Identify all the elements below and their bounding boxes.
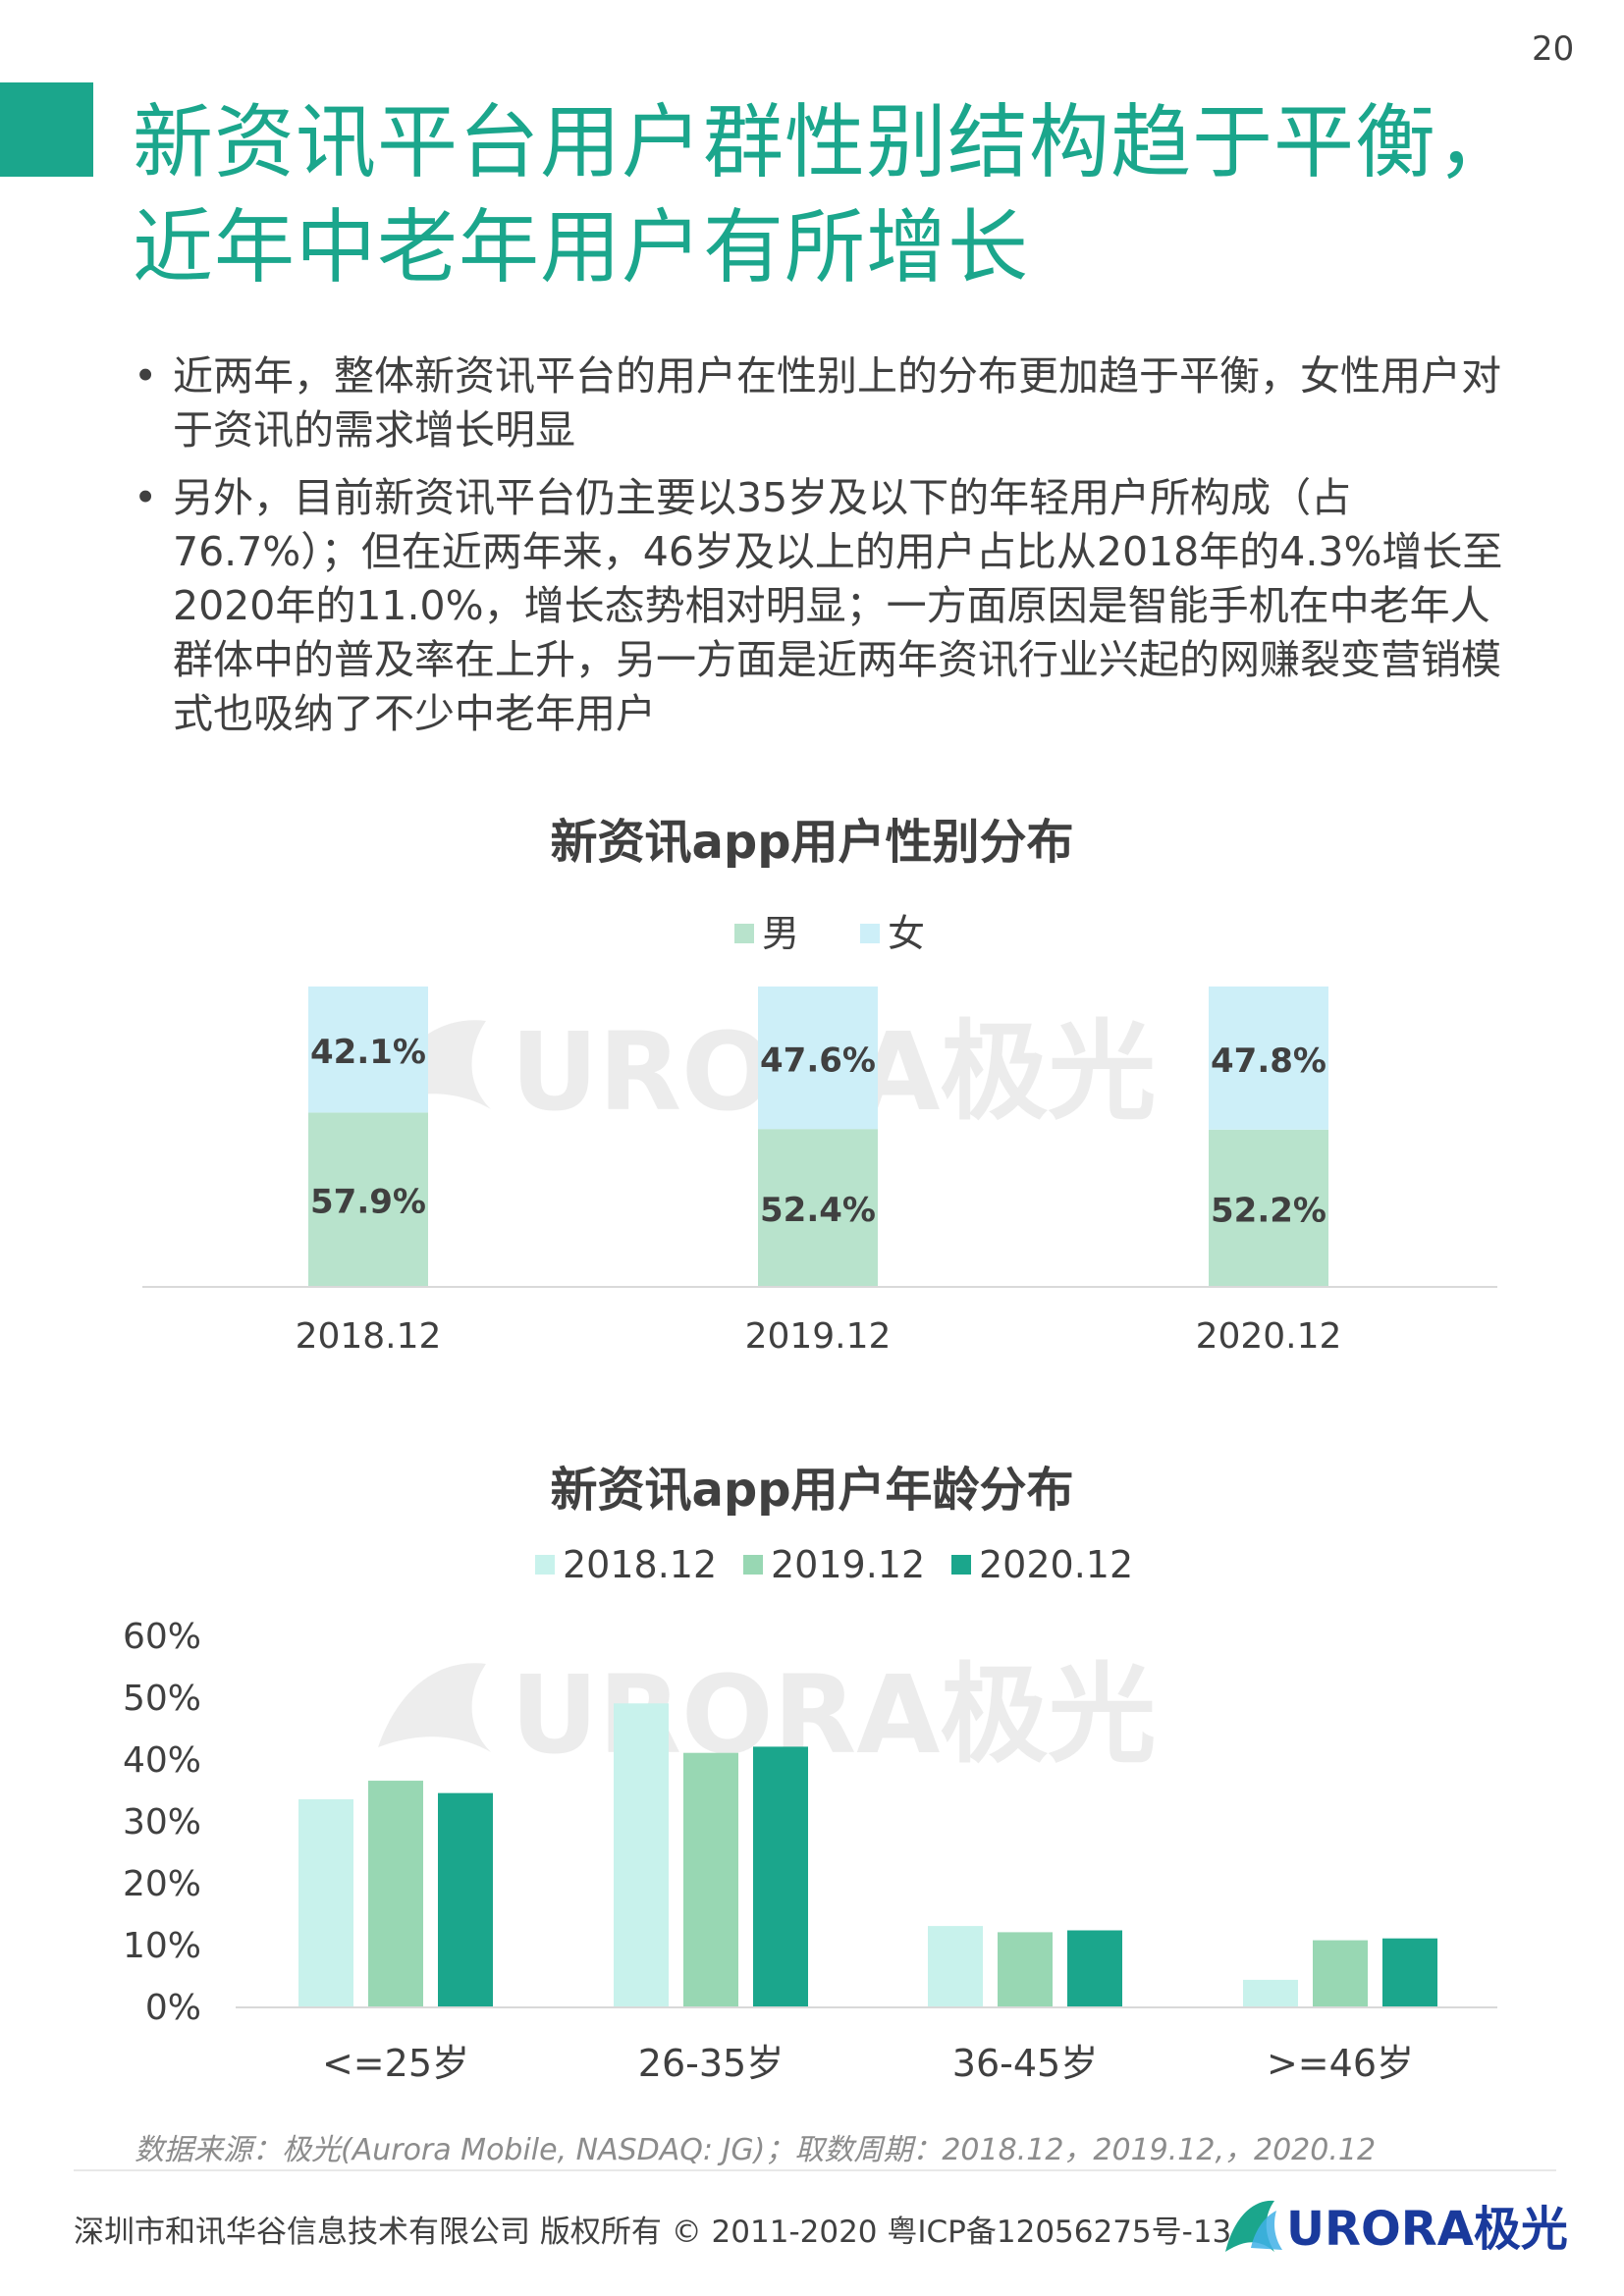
legend-item-2020: 2020.12 xyxy=(951,1543,1133,1586)
male-swatch xyxy=(734,923,754,943)
x-tick-label: 2019.12 xyxy=(745,1316,892,1357)
legend-label: 2018.12 xyxy=(563,1543,718,1586)
bar-2019.12 xyxy=(998,1932,1053,2006)
x-tick-label: 26-35岁 xyxy=(638,2042,784,2085)
bar-female xyxy=(308,987,428,1113)
legend-label: 2020.12 xyxy=(979,1543,1134,1586)
y-tick-label: 60% xyxy=(123,1617,201,1657)
data-label-female: 47.8% xyxy=(1211,1041,1326,1081)
x-tick-label: <=25岁 xyxy=(322,2042,469,2085)
bar-2020.12 xyxy=(1382,1938,1437,2006)
bar-2020.12 xyxy=(753,1746,808,2006)
x-tick-label: 2018.12 xyxy=(296,1316,442,1357)
page-number: 20 xyxy=(1532,29,1575,69)
bullet-item: 另外，目前新资讯平台仍主要以35岁及以下的年轻用户所构成（占76.7%）；但在近… xyxy=(128,471,1522,741)
bar-female xyxy=(758,987,878,1130)
age-chart: URORA极光 60% 50% 40% 30% 20% 10% 0% <=25岁 26-35岁 36… xyxy=(123,1617,1497,2085)
bar-male xyxy=(308,1112,428,1286)
data-label-male: 52.4% xyxy=(760,1191,876,1230)
bullet-list: 近两年，整体新资讯平台的用户在性别上的分布更加趋于平衡，女性用户对于资讯的需求增… xyxy=(128,349,1522,755)
brand-logo: URORA极光 xyxy=(1225,2200,1568,2257)
y-tick-label: 30% xyxy=(123,1802,201,1842)
legend-item-2019: 2019.12 xyxy=(743,1543,925,1586)
legend-item-male: 男 xyxy=(734,903,799,957)
y-tick-label: 50% xyxy=(123,1679,201,1719)
age-legend: 2018.12 2019.12 2020.12 xyxy=(0,1543,1624,1592)
data-source-note: 数据来源：极光(Aurora Mobile, NASDAQ: JG)；取数周期：… xyxy=(135,2133,1377,2167)
page-title: 新资讯平台用户群性别结构趋于平衡，近年中老年用户有所增长 xyxy=(133,96,1519,294)
footer-copyright: 深圳市和讯华谷信息技术有限公司 版权所有 © 2011-2020 粤ICP备12… xyxy=(74,2215,1232,2250)
legend-label: 女 xyxy=(888,912,926,955)
legend-label: 2019.12 xyxy=(771,1543,926,1586)
x-tick-label: 2020.12 xyxy=(1196,1316,1342,1357)
watermark-text: URORA极光 xyxy=(511,1652,1156,1778)
bar-2020.12 xyxy=(1067,1930,1122,2006)
female-swatch xyxy=(860,923,880,943)
logo-text: URORA极光 xyxy=(1286,2202,1568,2257)
legend-label: 男 xyxy=(762,912,800,955)
gender-chart: URORA极光57.9%42.1%2018.1252.4%47.6%2019.1… xyxy=(142,987,1497,1357)
y-tick-label: 40% xyxy=(123,1740,201,1781)
data-label-female: 42.1% xyxy=(310,1033,426,1072)
bar-male xyxy=(758,1129,878,1286)
bar-2018.12 xyxy=(614,1703,669,2006)
x-tick-label: >=46岁 xyxy=(1267,2042,1414,2085)
footer-divider xyxy=(74,2169,1556,2171)
s2020-swatch xyxy=(951,1554,971,1575)
bar-2020.12 xyxy=(438,1792,493,2006)
y-tick-label: 0% xyxy=(145,1988,201,2028)
s2018-swatch xyxy=(535,1554,555,1575)
s2019-swatch xyxy=(743,1554,763,1575)
bar-2019.12 xyxy=(368,1781,423,2006)
gender-chart-title: 新资讯app用户性别分布 xyxy=(550,815,1074,870)
age-chart-title: 新资讯app用户年龄分布 xyxy=(550,1463,1074,1518)
bar-2018.12 xyxy=(1243,1979,1298,2006)
bar-2019.12 xyxy=(1313,1940,1368,2006)
watermark-mark-icon xyxy=(378,1663,491,1752)
gender-legend: 男 女 xyxy=(0,903,1624,955)
data-label-male: 52.2% xyxy=(1211,1191,1326,1230)
bullet-item: 近两年，整体新资讯平台的用户在性别上的分布更加趋于平衡，女性用户对于资讯的需求增… xyxy=(128,349,1522,457)
data-label-male: 57.9% xyxy=(310,1183,426,1222)
bar-female xyxy=(1209,987,1328,1130)
title-accent-bar xyxy=(0,82,93,177)
legend-item-2018: 2018.12 xyxy=(535,1543,717,1586)
x-tick-label: 36-45岁 xyxy=(952,2042,1098,2085)
bar-2018.12 xyxy=(928,1926,983,2006)
bar-male xyxy=(1209,1129,1328,1286)
logo-mark-accent-icon xyxy=(1251,2211,1282,2250)
y-tick-label: 20% xyxy=(123,1864,201,1904)
bar-2019.12 xyxy=(683,1752,738,2006)
y-tick-label: 10% xyxy=(123,1926,201,1966)
bar-2018.12 xyxy=(298,1798,353,2006)
data-label-female: 47.6% xyxy=(760,1041,876,1081)
legend-item-female: 女 xyxy=(860,903,925,957)
